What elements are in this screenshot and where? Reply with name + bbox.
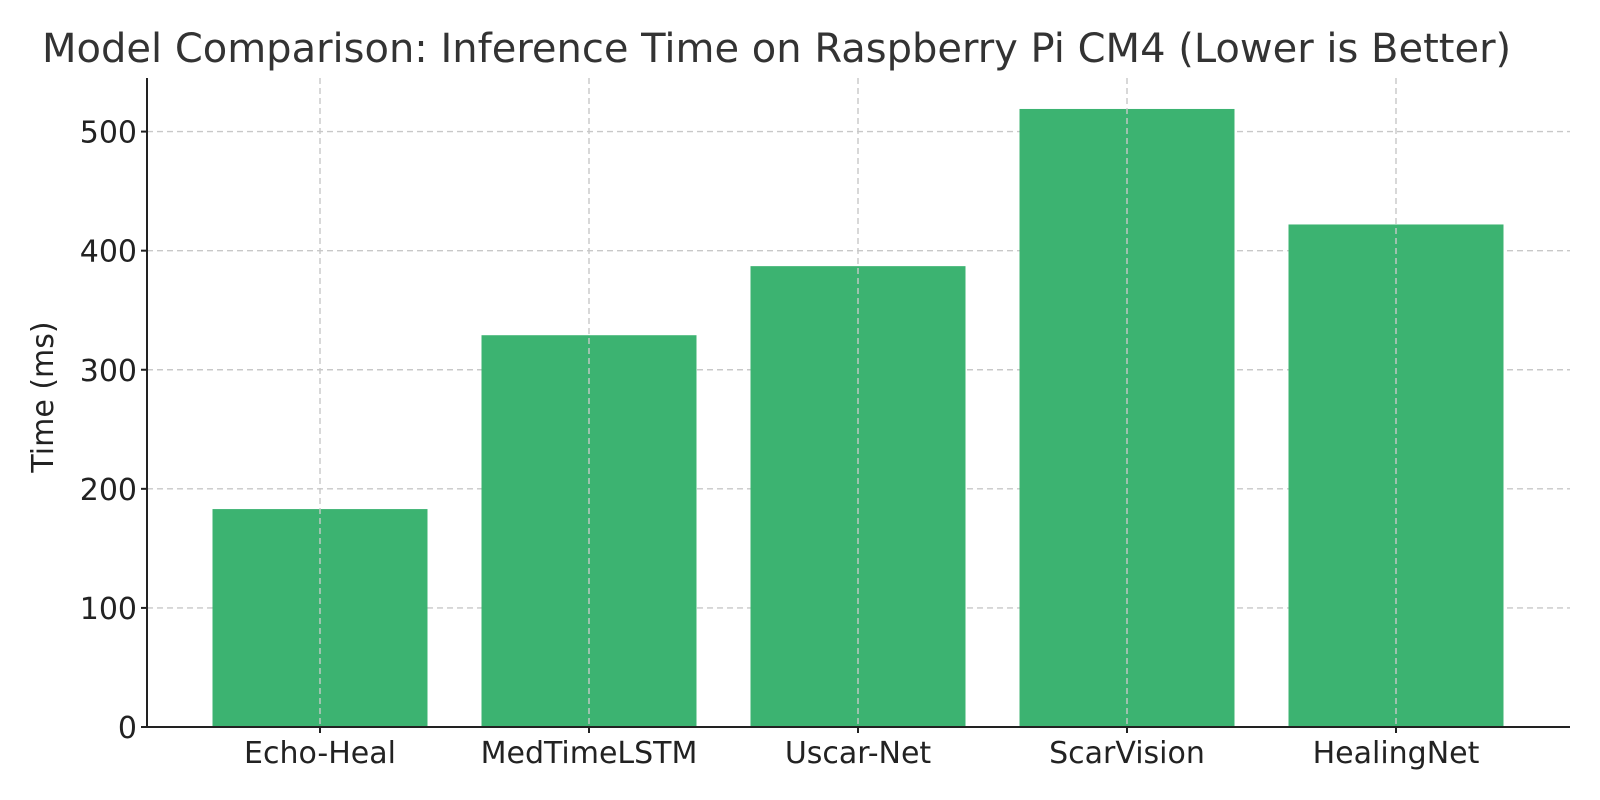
x-tick-label: HealingNet: [1313, 736, 1480, 771]
x-tick-labels: Echo-Heal MedTimeLSTM Uscar-Net ScarVision H…: [244, 736, 1480, 771]
chart-title: Model Comparison: Inference Time on Rasp…: [42, 26, 1511, 72]
y-tick-label: 500: [80, 116, 137, 151]
x-tick-label: Echo-Heal: [244, 736, 396, 771]
y-tick-label: 100: [80, 592, 137, 627]
bar: [750, 266, 966, 727]
y-tick-label: 400: [80, 235, 137, 270]
x-tick-label: Uscar-Net: [785, 736, 932, 771]
x-tick-label: ScarVision: [1049, 736, 1205, 771]
y-tick-labels: 0 100 200 300 400 500: [80, 116, 137, 746]
vertical-grid: [319, 78, 1397, 727]
y-tick-label: 0: [118, 711, 137, 746]
x-tick-label: MedTimeLSTM: [481, 736, 698, 771]
y-tick-label: 200: [80, 473, 137, 508]
y-axis-label: Time (ms): [26, 321, 61, 473]
axes: [141, 78, 1570, 733]
y-tick-label: 300: [80, 354, 137, 389]
